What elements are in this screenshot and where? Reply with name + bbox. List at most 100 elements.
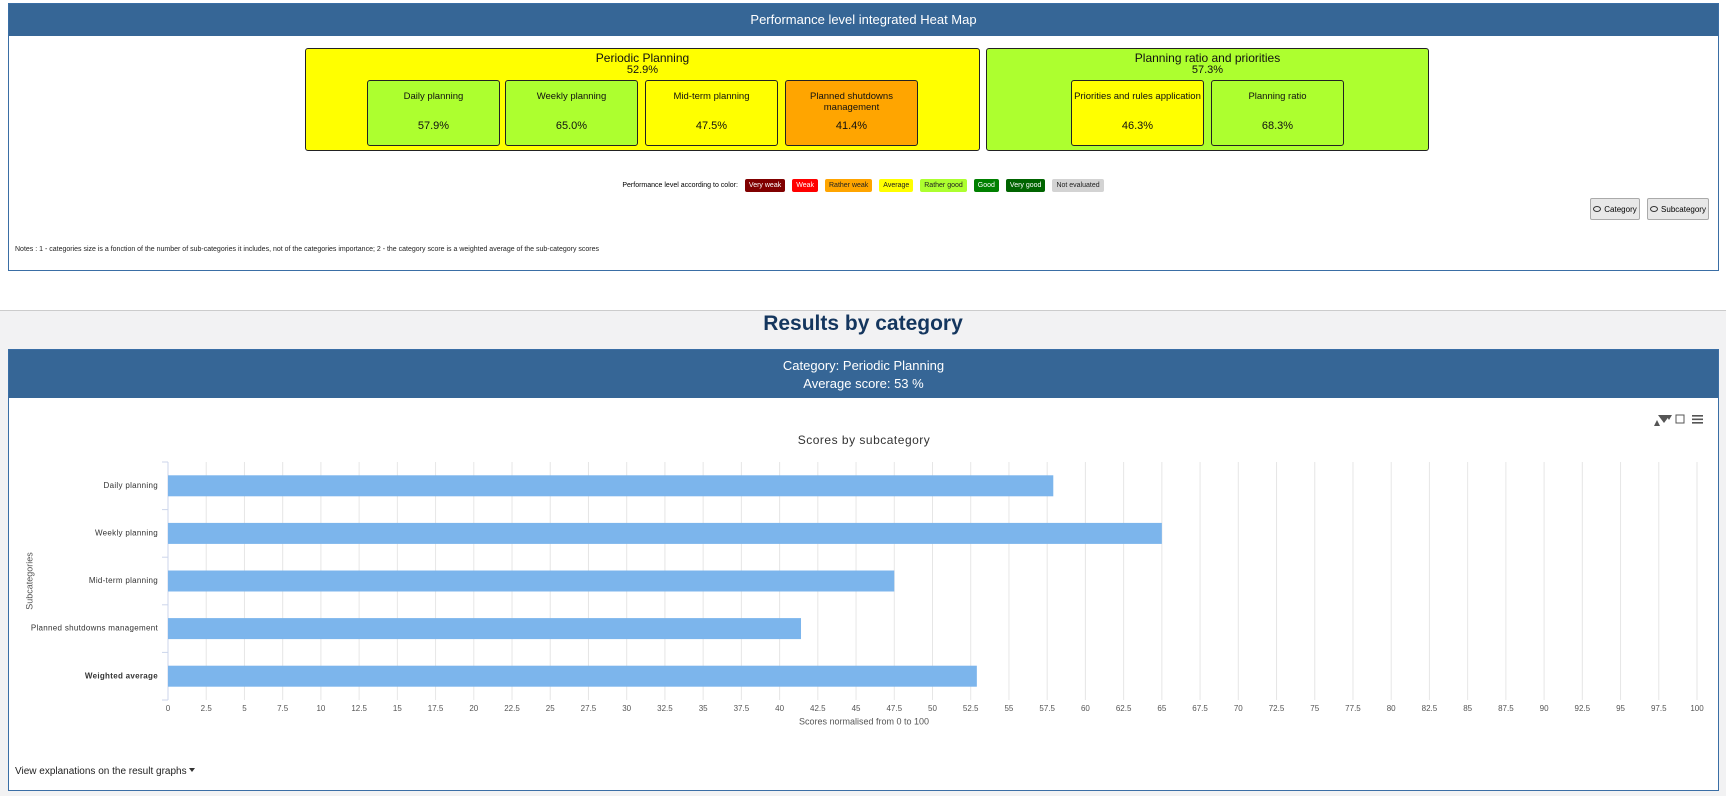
legend-item: Rather good <box>920 179 967 192</box>
subcategory-button[interactable]: Subcategory <box>1647 198 1709 220</box>
tool-icon[interactable] <box>1654 420 1660 426</box>
x-tick-label: 25 <box>546 704 555 713</box>
heatmap-title: Performance level integrated Heat Map <box>9 4 1718 36</box>
category-score: 57.3% <box>1191 64 1224 76</box>
results-header: Category: Periodic Planning Average scor… <box>9 350 1718 398</box>
heatmap-panel: Performance level integrated Heat Map No… <box>8 3 1719 271</box>
legend: Performance level according to color: Ve… <box>0 179 1726 192</box>
legend-item: Average <box>879 179 914 192</box>
subcategory-box: Priorities and rules application 46.3% <box>1071 80 1204 146</box>
header-line: Average score: 53 % <box>803 376 924 391</box>
subcategory-score: 47.5% <box>695 120 728 132</box>
x-tick-label: 57.5 <box>1039 704 1055 713</box>
y-tick-label: Daily planning <box>104 481 158 490</box>
x-tick-label: 37.5 <box>734 704 750 713</box>
x-tick-label: 85 <box>1463 704 1472 713</box>
results-panel: Category: Periodic Planning Average scor… <box>8 349 1719 791</box>
x-tick-label: 32.5 <box>657 704 673 713</box>
x-tick-label: 22.5 <box>504 704 520 713</box>
chart-tools[interactable] <box>1654 414 1703 426</box>
subcategory-name: Mid-term planning <box>673 91 750 102</box>
x-tick-label: 30 <box>622 704 631 713</box>
x-tick-label: 45 <box>852 704 861 713</box>
x-tick-label: 52.5 <box>963 704 979 713</box>
notes: Notes : 1 - categories size is a fonctio… <box>15 246 600 253</box>
subcategory-score: 68.3% <box>1261 120 1294 132</box>
x-tick-label: 47.5 <box>886 704 902 713</box>
legend-item: Weak <box>792 179 818 192</box>
legend-item: Rather weak <box>825 179 873 192</box>
x-tick-label: 35 <box>699 704 708 713</box>
subcategory-name: Daily planning <box>403 91 464 102</box>
x-tick-label: 100 <box>1690 704 1704 713</box>
x-tick-label: 10 <box>316 704 325 713</box>
x-tick-label: 77.5 <box>1345 704 1361 713</box>
subcategory-score: 46.3% <box>1121 120 1154 132</box>
subcategory-name: Planning ratio <box>1248 91 1307 102</box>
x-tick-label: 50 <box>928 704 937 713</box>
x-tick-label: 82.5 <box>1422 704 1438 713</box>
explanations-toggle[interactable]: View explanations on the result graphs <box>15 766 196 777</box>
x-tick-label: 7.5 <box>277 704 289 713</box>
eye-icon <box>1650 206 1659 212</box>
bar <box>168 665 977 687</box>
subcategory-score: 65.0% <box>555 120 588 132</box>
y-tick-label: Weighted average <box>85 671 158 680</box>
legend-item: Not evaluated <box>1052 179 1104 192</box>
tool-icon[interactable] <box>1658 415 1672 423</box>
x-axis-label: Scores normalised from 0 to 100 <box>799 716 929 726</box>
chart-title: Scores by subcategory <box>798 433 931 447</box>
tool-icon[interactable] <box>1692 415 1703 424</box>
x-tick-label: 62.5 <box>1116 704 1132 713</box>
x-tick-label: 80 <box>1387 704 1396 713</box>
x-tick-label: 0 <box>166 704 171 713</box>
y-tick-label: Weekly planning <box>95 529 158 538</box>
button-label: Category <box>1604 204 1637 214</box>
x-tick-label: 60 <box>1081 704 1090 713</box>
x-tick-label: 15 <box>393 704 402 713</box>
tool-icon[interactable] <box>1675 414 1685 424</box>
y-axis-label: Subcategories <box>24 552 34 610</box>
bar <box>168 522 1162 544</box>
x-tick-label: 87.5 <box>1498 704 1514 713</box>
x-tick-label: 55 <box>1004 704 1013 713</box>
bar <box>168 618 802 640</box>
eye-icon <box>1593 206 1602 212</box>
x-tick-label: 5 <box>242 704 247 713</box>
legend-item: Very good <box>1005 179 1046 192</box>
subcategory-score: 57.9% <box>417 120 450 132</box>
legend-label: Performance level according to color: <box>622 182 738 189</box>
x-tick-label: 40 <box>775 704 784 713</box>
category-button[interactable]: Category <box>1590 198 1640 220</box>
x-tick-label: 97.5 <box>1651 704 1667 713</box>
x-tick-label: 75 <box>1310 704 1319 713</box>
section-title: Results by category <box>763 312 963 335</box>
button-label: Subcategory <box>1661 204 1706 214</box>
x-tick-label: 2.5 <box>201 704 213 713</box>
x-tick-label: 65 <box>1157 704 1166 713</box>
x-tick-label: 27.5 <box>581 704 597 713</box>
y-tick-label: Planned shutdowns management <box>31 624 159 633</box>
x-tick-label: 17.5 <box>428 704 444 713</box>
category-name: Periodic Planning <box>595 51 690 65</box>
subcategory-name: Weekly planning <box>536 91 607 102</box>
subcategory-name: Priorities and rules application <box>1074 91 1201 102</box>
header-line: Category: Periodic Planning <box>782 358 945 373</box>
subcategory-box: Planned shutdowns management 41.4% <box>785 80 918 146</box>
subcategory-name: Planned shutdowns management <box>810 91 893 113</box>
x-tick-label: 42.5 <box>810 704 826 713</box>
subcategory-box: Planning ratio 68.3% <box>1211 80 1344 146</box>
explanations-label: View explanations on the result graphs <box>15 766 187 777</box>
category-box: Planning ratio and priorities 57.3% <box>986 48 1429 151</box>
legend-item: Good <box>973 179 999 192</box>
x-tick-label: 72.5 <box>1269 704 1285 713</box>
x-tick-label: 90 <box>1540 704 1549 713</box>
x-tick-label: 20 <box>469 704 478 713</box>
x-tick-label: 70 <box>1234 704 1243 713</box>
x-tick-label: 67.5 <box>1192 704 1208 713</box>
subcategory-score: 41.4% <box>835 120 868 132</box>
y-tick-label: Mid-term planning <box>89 576 158 585</box>
subcategory-box: Weekly planning 65.0% <box>505 80 638 146</box>
